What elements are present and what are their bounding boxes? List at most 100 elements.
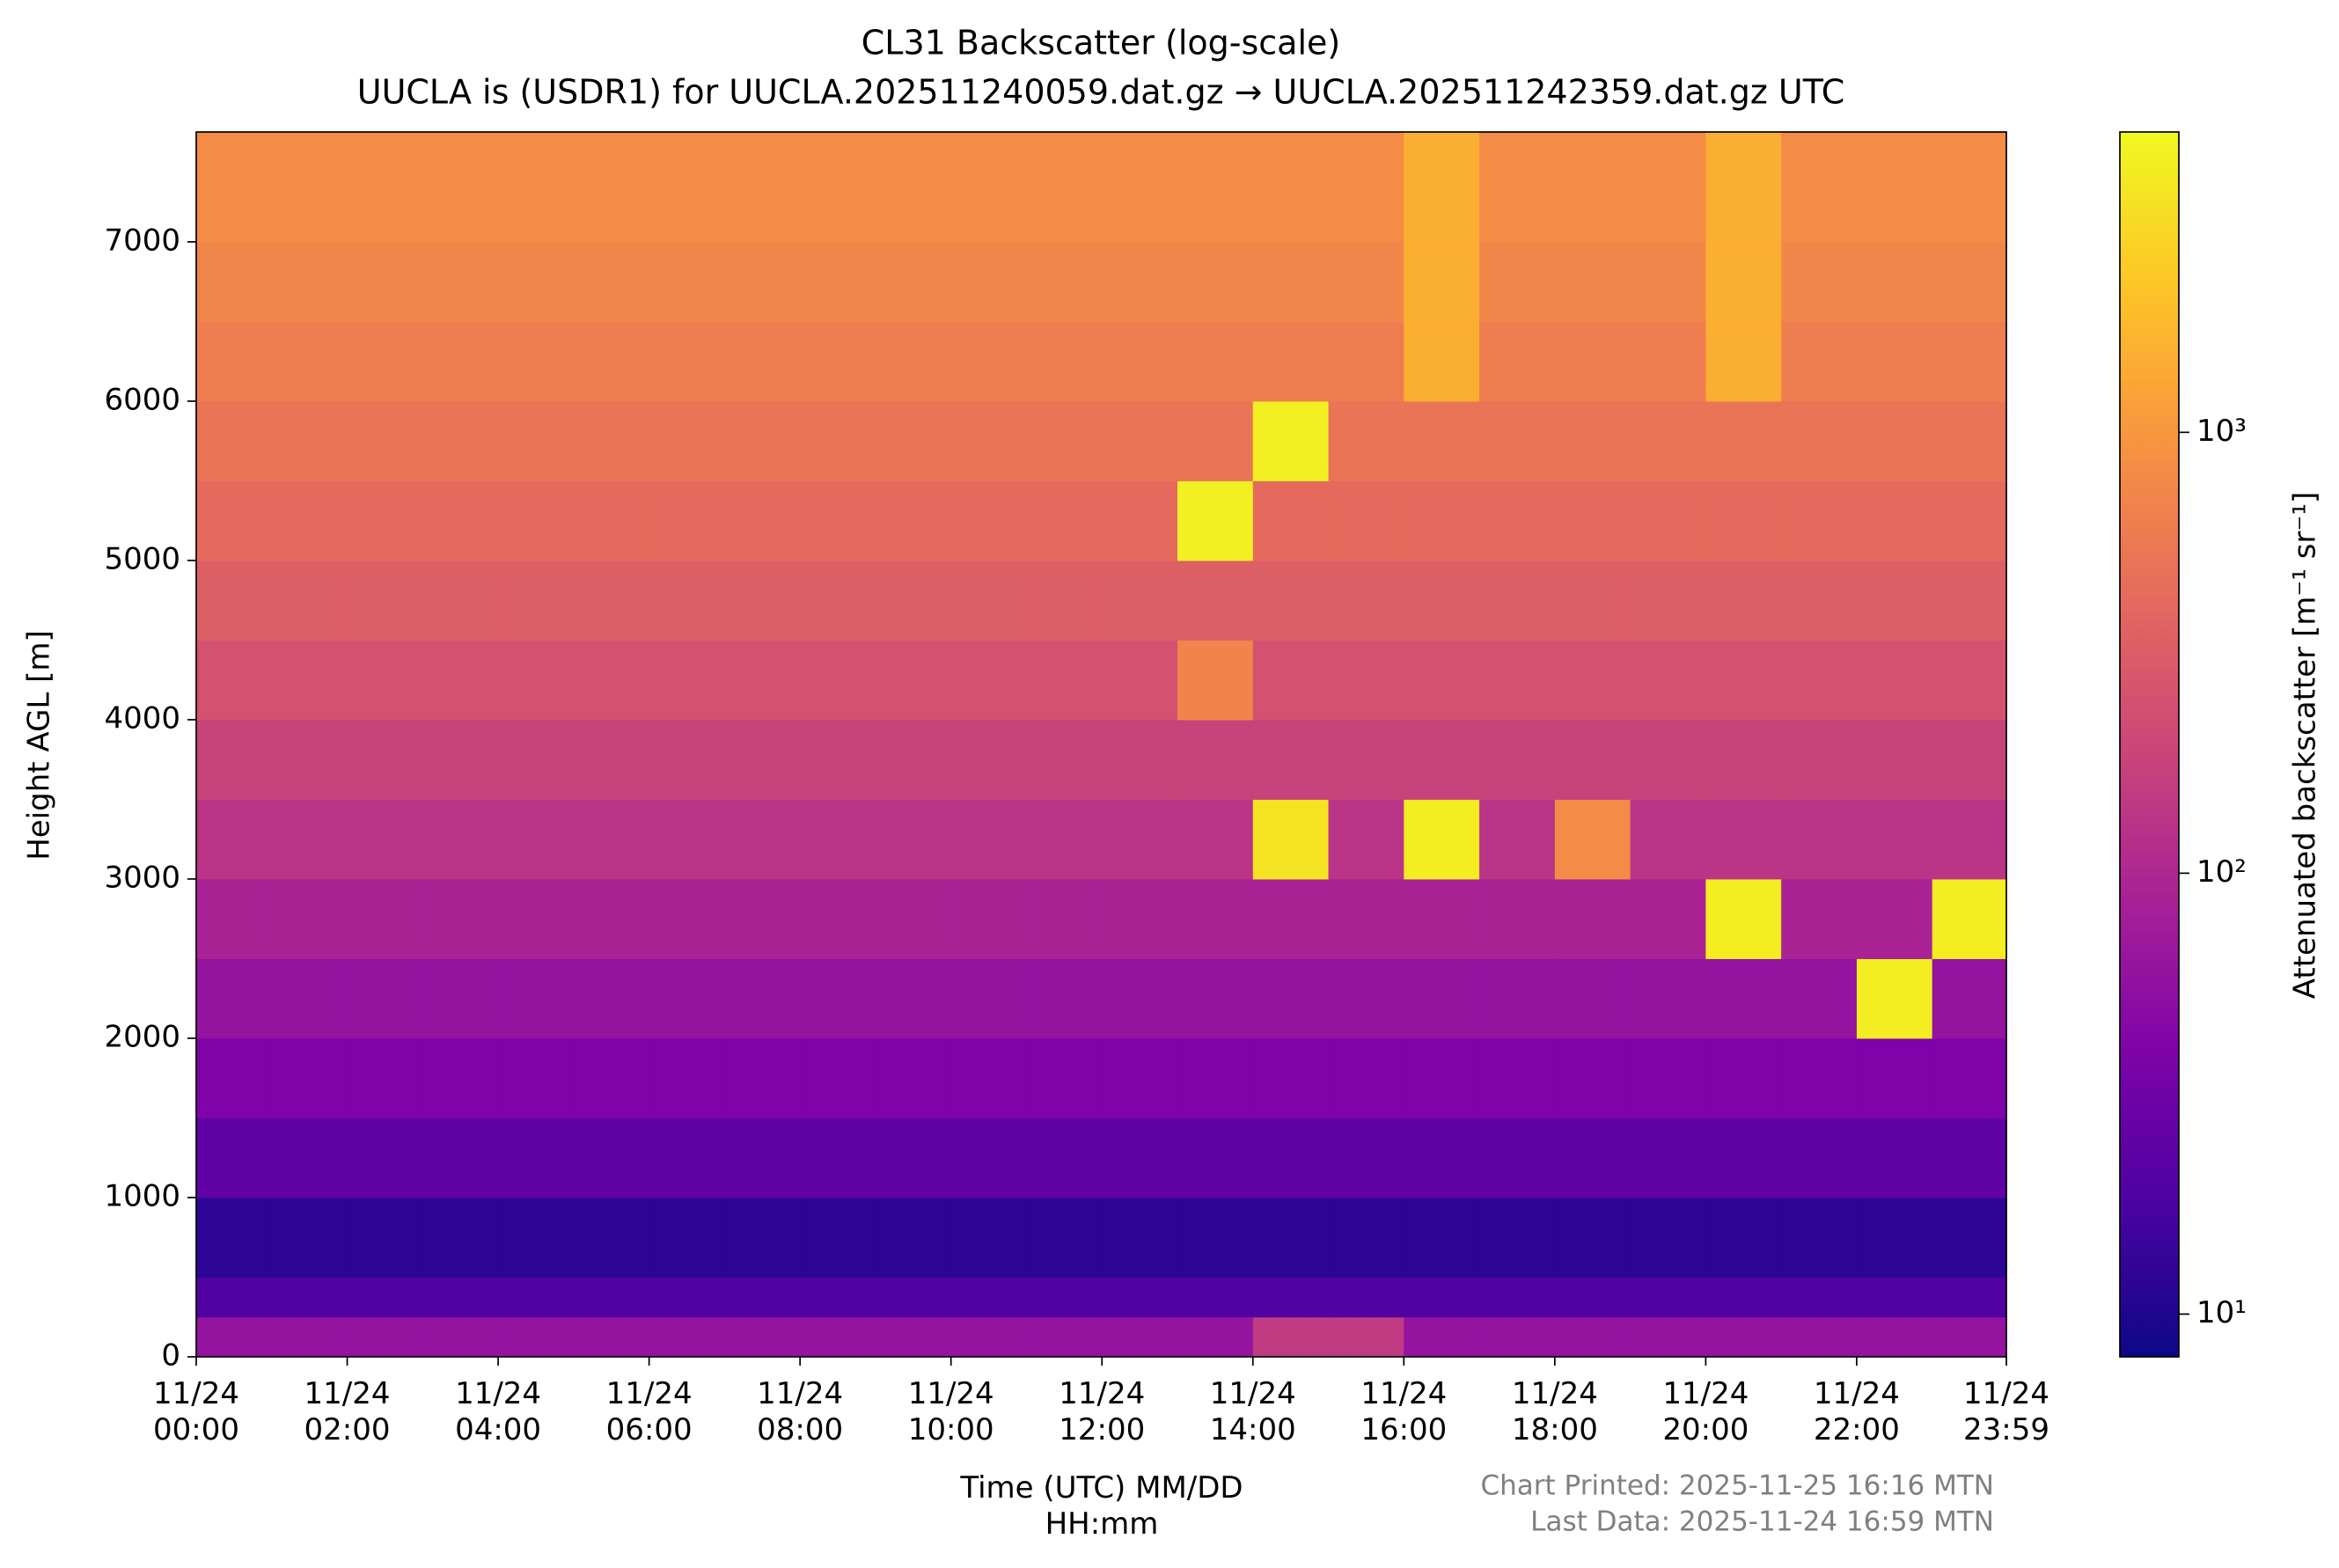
- heatmap-cell: [1932, 640, 2007, 721]
- heatmap-cell: [1252, 799, 1330, 880]
- heatmap-cell: [649, 1197, 725, 1278]
- heatmap-cell: [1026, 1037, 1103, 1118]
- heatmap-cell: [347, 132, 423, 243]
- heatmap-cell: [1554, 560, 1631, 641]
- heatmap-cell: [1932, 878, 2007, 959]
- heatmap-cell: [1026, 480, 1103, 561]
- heatmap-cell: [271, 480, 348, 561]
- heatmap-cell: [1705, 958, 1782, 1039]
- heatmap-cell: [1630, 640, 1706, 721]
- heatmap-cell: [1404, 132, 1480, 243]
- heatmap-cell: [271, 132, 348, 243]
- heatmap-cell: [1328, 241, 1404, 322]
- heatmap-cell: [1177, 958, 1254, 1039]
- heatmap-cell: [1102, 1037, 1178, 1118]
- heatmap-cell: [422, 560, 499, 641]
- heatmap-cell: [1856, 640, 1933, 721]
- heatmap-cell: [1630, 321, 1706, 402]
- heatmap-cell: [196, 1277, 273, 1318]
- heatmap-cell: [1630, 1316, 1706, 1358]
- heatmap-cell: [271, 1037, 348, 1118]
- heatmap-cell: [649, 640, 725, 721]
- heatmap-cell: [498, 640, 575, 721]
- heatmap-cell: [1630, 1197, 1706, 1278]
- heatmap-cell: [1781, 1316, 1858, 1358]
- text-line: 11/24: [1210, 1376, 1296, 1411]
- heatmap-cell: [498, 1117, 575, 1198]
- heatmap-cell: [498, 132, 575, 243]
- heatmap-cell: [1026, 799, 1103, 880]
- heatmap-cell: [1630, 1277, 1706, 1318]
- heatmap-cell: [950, 878, 1027, 959]
- heatmap-cell: [1177, 132, 1254, 243]
- text-line: 02:00: [304, 1411, 391, 1447]
- heatmap-cell: [800, 719, 876, 800]
- x-axis-label: Time (UTC) MM/DD HH:mm: [959, 1470, 1243, 1542]
- heatmap-cell: [724, 560, 801, 641]
- heatmap-cell: [196, 241, 273, 322]
- heatmap-cell: [1479, 719, 1556, 800]
- heatmap-cell: [1252, 1277, 1330, 1318]
- heatmap-cell: [573, 560, 650, 641]
- heatmap-cell: [1479, 799, 1556, 880]
- heatmap-cell: [1404, 321, 1480, 402]
- heatmap-cell: [573, 640, 650, 721]
- heatmap-cell: [1705, 480, 1782, 561]
- heatmap-cell: [950, 1316, 1027, 1358]
- heatmap-cell: [1479, 400, 1556, 481]
- heatmap-cell: [950, 1197, 1027, 1278]
- heatmap-cell: [800, 1316, 876, 1358]
- heatmap-cell: [950, 400, 1027, 481]
- y-tick-label: 4000: [104, 700, 180, 736]
- heatmap-cell: [875, 480, 952, 561]
- heatmap-cell: [875, 1197, 952, 1278]
- heatmap-cell: [1328, 719, 1404, 800]
- heatmap-cell: [649, 1117, 725, 1198]
- heatmap-cell: [196, 719, 273, 800]
- heatmap-cell: [649, 321, 725, 402]
- text-line: 11/24: [1814, 1376, 1900, 1411]
- heatmap-cell: [1856, 878, 1933, 959]
- heatmap-cell: [1177, 1277, 1254, 1318]
- heatmap-cell: [196, 1117, 273, 1198]
- heatmap-cell: [1102, 560, 1178, 641]
- heatmap-cell: [875, 1316, 952, 1358]
- heatmap-cell: [800, 958, 876, 1039]
- heatmap-cell: [1630, 560, 1706, 641]
- heatmap-cell: [1932, 321, 2007, 402]
- heatmap-cell: [1781, 560, 1858, 641]
- heatmap-cell: [1102, 132, 1178, 243]
- heatmap-cell: [573, 799, 650, 880]
- heatmap-cell: [196, 400, 273, 481]
- heatmap-cell: [1554, 878, 1631, 959]
- heatmap-cell: [196, 321, 273, 402]
- heatmap-cell: [649, 1316, 725, 1358]
- heatmap-cell: [649, 799, 725, 880]
- heatmap-cell: [1630, 132, 1706, 243]
- heatmap-cell: [1781, 719, 1858, 800]
- heatmap-cell: [1554, 400, 1631, 481]
- heatmap-cell: [422, 480, 499, 561]
- heatmap-cell: [800, 321, 876, 402]
- heatmap-cell: [1630, 719, 1706, 800]
- heatmap-cell: [1856, 1037, 1933, 1118]
- heatmap-cell: [950, 799, 1027, 880]
- y-tick-label: 2000: [104, 1019, 180, 1054]
- x-tick-label: 11/24 04:00: [455, 1376, 541, 1447]
- heatmap-cell: [1252, 1037, 1330, 1118]
- heatmap-cell: [498, 1277, 575, 1318]
- heatmap-cell: [1177, 640, 1254, 721]
- heatmap-cell: [800, 400, 876, 481]
- heatmap-cell: [271, 560, 348, 641]
- heatmap-cell: [1781, 1117, 1858, 1198]
- y-tick-label: 3000: [104, 860, 180, 895]
- heatmap-cell: [1328, 1037, 1404, 1118]
- heatmap-cell: [875, 560, 952, 641]
- heatmap-cell: [800, 560, 876, 641]
- text-line: 14:00: [1210, 1411, 1296, 1447]
- heatmap-cell: [1479, 958, 1556, 1039]
- heatmap-cell: [800, 878, 876, 959]
- heatmap-cell: [1932, 1117, 2007, 1198]
- heatmap-cell: [1856, 799, 1933, 880]
- heatmap-cell: [1102, 958, 1178, 1039]
